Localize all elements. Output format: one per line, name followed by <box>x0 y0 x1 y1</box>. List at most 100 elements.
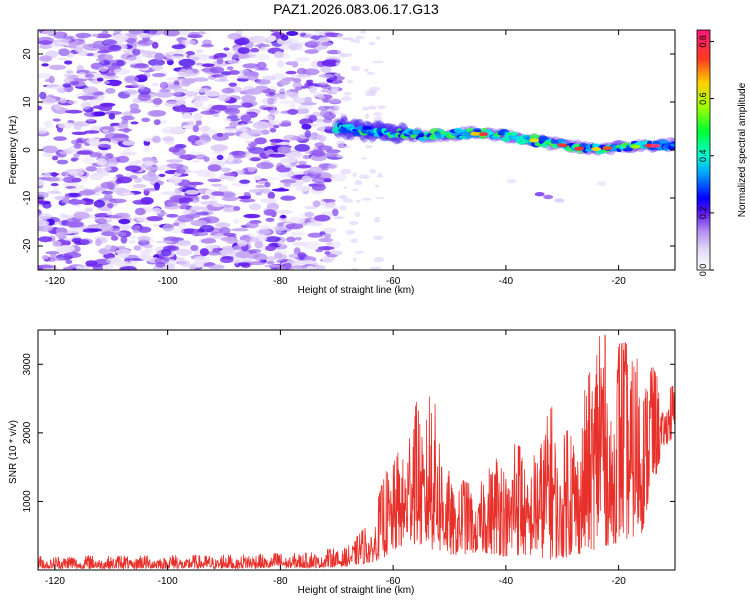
spectrogram-noise-cell <box>95 238 102 247</box>
spectrogram-noise-cell <box>339 205 347 211</box>
spectrogram-noise-cell <box>73 153 80 158</box>
spectrogram-noise-cell <box>38 127 48 134</box>
spectrogram-noise-cell <box>254 138 267 142</box>
spectrogram-noise-cell <box>184 213 201 219</box>
spectrogram-noise-cell <box>297 46 304 52</box>
spectrogram-noise-cell <box>41 63 49 67</box>
spectrogram-noise-cell <box>304 205 318 210</box>
spectrogram-noise-cell <box>293 97 307 104</box>
spectrogram-noise-cell <box>234 169 246 173</box>
spectrogram-noise-cell <box>285 70 297 75</box>
spectrogram-noise-cell <box>260 198 277 204</box>
spectrogram-noise-cell <box>194 139 208 146</box>
snr-x-tick-label: -80 <box>273 576 288 587</box>
spectrogram-noise-cell <box>174 49 185 54</box>
spectrogram-noise-cell <box>369 89 377 96</box>
spectrogram-noise-cell <box>241 102 254 108</box>
spectrogram-noise-cell <box>317 145 333 151</box>
snr-x-tick-label: -60 <box>386 576 401 587</box>
spectrogram-noise-cell <box>327 98 341 103</box>
snr-y-label: SNR (10 * v/v) <box>8 420 19 484</box>
spectrogram-noise-cell <box>375 197 385 200</box>
spectrogram-noise-cell <box>199 97 210 102</box>
spectrogram-noise-cell <box>280 214 287 219</box>
spectrogram-noise-cell <box>230 228 249 232</box>
spectrogram-noise-cell <box>237 47 250 54</box>
spectrogram-noise-cell <box>130 121 139 125</box>
spectrogram-noise-cell <box>219 74 228 82</box>
spectrogram-noise-cell <box>373 257 384 263</box>
spectrogram-noise-cell <box>192 77 209 82</box>
spectrogram-noise-cell <box>226 66 234 71</box>
spectrogram-noise-cell <box>65 259 73 264</box>
spectrogram-noise-cell <box>110 235 119 241</box>
spectrogram-noise-cell <box>273 51 284 59</box>
spectrogram-noise-cell <box>331 86 339 93</box>
spectrogram-noise-cell <box>372 60 384 64</box>
spectrogram-noise-cell <box>351 65 360 72</box>
spectrogram-noise-cell <box>201 63 215 67</box>
spectrogram-noise-cell <box>71 139 80 145</box>
spectrogram-noise-cell <box>276 222 284 228</box>
spectrogram-noise-cell <box>337 155 344 158</box>
spectrogram-noise-cell <box>362 198 372 201</box>
spectrogram-noise-cell <box>154 182 160 191</box>
spectrogram-noise-cell <box>178 58 196 67</box>
spectrogram-signal-cell <box>453 128 464 133</box>
snr-axes: -120 -100 -80 -60 -40 -20 1000 2000 3000 <box>22 330 675 587</box>
spectrogram-noise-cell <box>315 122 332 127</box>
spectrogram-noise-cell <box>98 248 111 255</box>
snr-x-label: Height of straight line (km) <box>298 585 415 596</box>
spectrogram-noise-cell <box>231 151 246 156</box>
colorbar-label: Normalized spectral amplitude <box>737 82 748 217</box>
spectrogram-noise-cell <box>172 92 182 96</box>
spectrogram-noise-cell <box>270 225 288 232</box>
spectrogram-noise-cell <box>48 64 67 71</box>
spectrogram-noise-cell <box>38 73 53 79</box>
spectrogram-peak-cell <box>574 146 585 151</box>
spectrogram-noise-cell <box>191 232 209 237</box>
spectrogram-noise-cell <box>316 82 329 86</box>
spectrogram-noise-cell <box>108 113 116 120</box>
spectrogram-noise-cell <box>367 107 377 110</box>
spectrogram-noise-cell <box>219 256 234 264</box>
spectrogram-noise-cell <box>239 123 248 131</box>
spectrogram-noise-cell <box>58 122 73 129</box>
spectrogram-noise-cell <box>56 245 75 252</box>
spectrogram-noise-cell <box>346 80 354 84</box>
spectrogram-noise-cell <box>334 135 346 140</box>
spectrogram-noise-cell <box>354 39 361 44</box>
spectrogram-noise-cell <box>38 219 50 227</box>
spectrogram-noise-cell <box>365 145 373 149</box>
spectrogram-noise-cell <box>306 79 314 84</box>
spectrogram-noise-cell <box>43 172 51 178</box>
spectrogram-noise-cell <box>352 188 359 191</box>
spectrogram-noise-cell <box>307 232 323 238</box>
spectrogram-noise-cell <box>132 48 141 56</box>
spectrogram-noise-cell <box>123 89 138 95</box>
spectrogram-noise-cell <box>181 39 196 46</box>
spectrogram-noise-cell <box>199 224 215 233</box>
spectrogram-noise-cell <box>221 87 235 94</box>
spectrogram-noise-cell <box>360 30 367 34</box>
spectrogram-noise-cell <box>104 193 113 200</box>
spectrogram-noise-cell <box>47 257 56 262</box>
spectrogram-noise-cell <box>306 221 323 226</box>
spectrogram-noise-cell <box>139 33 154 39</box>
spectrogram-noise-cell <box>369 168 377 174</box>
spectrogram-noise-cell <box>128 30 144 35</box>
spectrogram-noise-cell <box>245 140 252 144</box>
spectrogram-noise-cell <box>245 236 260 243</box>
spectrogram-noise-cell <box>62 196 70 204</box>
spectrogram-noise-cell <box>115 212 131 219</box>
spectrogram-noise-cell <box>86 100 104 106</box>
spectrogram-noise-cell <box>354 211 360 218</box>
spectrogram-noise-cell <box>372 235 384 240</box>
spectrogram-noise-cell <box>342 53 353 57</box>
spectrogram-noise-cell <box>201 195 210 200</box>
spectrogram-noise-cell <box>342 198 353 203</box>
spectrogram-noise-cell <box>63 237 73 241</box>
spectrogram-noise-cell <box>75 265 83 270</box>
spectrogram-noise-cell <box>183 78 197 84</box>
spectrogram-y-tick-label: 10 <box>22 96 33 108</box>
